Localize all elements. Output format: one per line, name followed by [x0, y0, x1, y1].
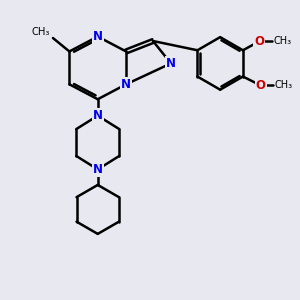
Text: CH₃: CH₃: [273, 36, 292, 46]
Text: O: O: [254, 35, 264, 48]
Text: N: N: [93, 109, 103, 122]
Text: O: O: [256, 79, 266, 92]
Text: N: N: [121, 78, 131, 91]
Text: N: N: [166, 57, 176, 70]
Text: N: N: [93, 30, 103, 43]
Text: CH₃: CH₃: [32, 26, 50, 37]
Text: CH₃: CH₃: [275, 80, 293, 91]
Text: N: N: [93, 163, 103, 176]
